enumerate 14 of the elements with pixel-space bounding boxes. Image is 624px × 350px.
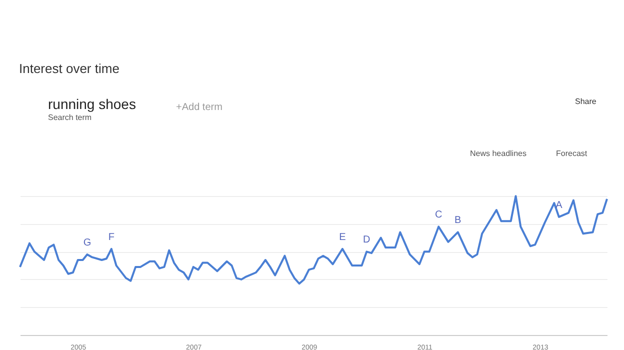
annotation: A [556,200,563,211]
text: running shoes [48,96,136,112]
text: Forecast [556,149,588,158]
annotation: E [339,232,346,243]
text: +Add term [176,102,222,113]
annotation: B [454,215,462,226]
annotation: G [83,237,92,248]
chart-title: Interest over time [19,61,120,76]
annotation: C [434,210,442,221]
annotation: D [363,234,370,246]
text: News headlines [470,149,526,158]
annotation: F [108,232,114,243]
text: Share [575,97,597,106]
text: Search term [48,113,92,122]
